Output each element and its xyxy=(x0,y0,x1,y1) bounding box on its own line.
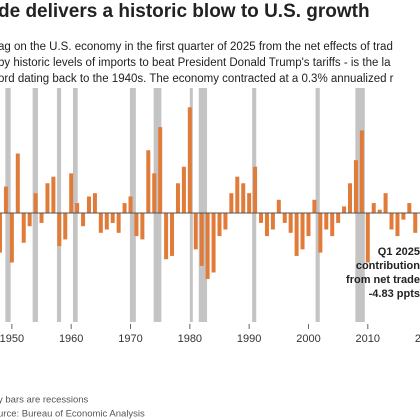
bar xyxy=(146,150,151,213)
bar xyxy=(193,213,198,250)
bar xyxy=(377,209,382,213)
recession-band xyxy=(315,88,320,322)
bar xyxy=(282,213,287,223)
bar xyxy=(223,213,228,230)
bar xyxy=(92,193,97,213)
x-tick-label: 1960 xyxy=(59,333,83,345)
bar xyxy=(270,213,275,230)
bar xyxy=(395,213,400,237)
x-tick-label: 2020 xyxy=(415,333,420,345)
chart-title: de delivers a historic blow to U.S. grow… xyxy=(0,1,370,22)
x-tick-label: 2000 xyxy=(296,333,320,345)
annotation: from net trade xyxy=(346,274,420,286)
bar xyxy=(318,213,323,253)
x-tick-label: 1990 xyxy=(237,333,261,345)
bar xyxy=(276,199,281,213)
bar xyxy=(217,213,222,237)
annotation: contribution xyxy=(356,260,420,272)
bar xyxy=(181,166,186,213)
bar xyxy=(383,193,388,213)
bar xyxy=(0,213,2,253)
bar xyxy=(164,213,169,260)
bar xyxy=(247,193,252,213)
bar xyxy=(39,213,44,223)
bar xyxy=(33,193,38,213)
bar xyxy=(235,176,240,213)
bar xyxy=(175,183,180,213)
bar xyxy=(312,199,317,213)
bar xyxy=(116,213,121,233)
bar xyxy=(211,213,216,273)
bar xyxy=(353,160,358,213)
bar xyxy=(288,213,293,233)
bar xyxy=(324,213,329,230)
bar xyxy=(69,173,74,213)
recession-band xyxy=(56,88,62,322)
x-tick-label: 2010 xyxy=(356,333,380,345)
bar xyxy=(98,213,103,233)
bar xyxy=(81,213,86,227)
bar xyxy=(253,166,258,213)
bar xyxy=(401,213,406,220)
bar xyxy=(342,206,347,213)
bar xyxy=(389,213,394,230)
annotation: Q1 2025 xyxy=(378,246,420,258)
bar xyxy=(9,213,14,263)
plot-area: 1950 1960 1970 1980 1990 2000 2010 2020 xyxy=(0,88,420,345)
subtitle-line: by historic levels of imports to beat Pr… xyxy=(0,57,391,69)
bar xyxy=(259,213,264,223)
note: y bars are recessions xyxy=(0,395,89,406)
bar xyxy=(86,196,91,213)
bar xyxy=(140,213,145,240)
bar xyxy=(407,203,412,213)
source: urce: Bureau of Economic Analysis xyxy=(0,409,145,420)
bar xyxy=(15,153,20,213)
bar xyxy=(348,183,352,213)
bar xyxy=(45,183,50,213)
bar xyxy=(51,176,56,213)
subtitle-line: ag on the U.S. economy in the first quar… xyxy=(0,41,393,53)
bar xyxy=(294,213,299,256)
bar xyxy=(63,213,68,240)
bar xyxy=(170,213,175,256)
bar xyxy=(104,213,109,230)
bar xyxy=(264,213,269,237)
x-tick-label: 1980 xyxy=(178,333,202,345)
recession-band xyxy=(5,88,11,322)
bar xyxy=(359,130,364,213)
recession-band xyxy=(198,88,208,322)
bar xyxy=(75,203,80,213)
bar xyxy=(110,213,115,223)
recession-band xyxy=(129,88,136,322)
bar xyxy=(241,183,246,213)
bar xyxy=(229,193,234,213)
bar xyxy=(27,213,32,227)
recession-band xyxy=(153,88,162,322)
bar xyxy=(336,213,341,223)
bar xyxy=(122,203,127,213)
bar xyxy=(134,213,139,237)
x-tick-label: 1970 xyxy=(118,333,142,345)
subtitle-line: ord dating back to the 1940s. The econom… xyxy=(0,73,394,85)
x-tick-label: 1950 xyxy=(0,333,24,345)
bar xyxy=(199,213,204,266)
bar xyxy=(371,203,376,213)
bar xyxy=(187,107,192,213)
bar xyxy=(21,213,26,243)
annotation: -4.83 ppts xyxy=(369,288,420,300)
bar xyxy=(152,173,157,213)
bar xyxy=(413,213,418,233)
bar xyxy=(3,186,8,213)
bar xyxy=(128,196,133,213)
bar xyxy=(205,213,210,280)
bar xyxy=(306,213,311,237)
bar xyxy=(300,213,305,250)
bar xyxy=(330,213,335,237)
bar xyxy=(158,127,163,213)
bar xyxy=(57,213,62,247)
bar xyxy=(365,213,370,263)
